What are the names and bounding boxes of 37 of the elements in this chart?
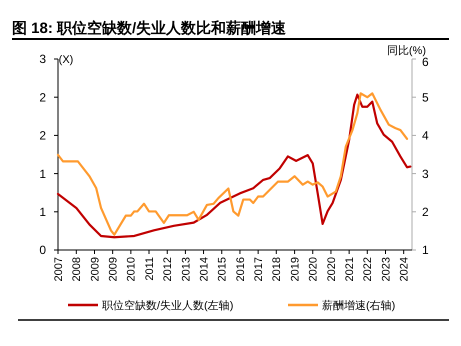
legend-label: 职位空缺数/失业人数(左轴) — [102, 298, 234, 312]
y-tick-label: 0 — [39, 243, 46, 258]
x-tick-label: 2018 — [271, 257, 284, 282]
x-tick-label: 2020 — [308, 257, 320, 282]
x-tick-label: 2019 — [289, 257, 302, 282]
y2-tick-label: 2 — [422, 205, 429, 219]
x-tick-label: 2012 — [162, 257, 174, 282]
x-tick-label: 2017 — [252, 257, 265, 282]
y-tick-label: 3 — [39, 52, 46, 66]
legend-label: 薪酬增速(右轴) — [322, 298, 396, 312]
y2-tick-label: 4 — [422, 128, 429, 143]
y2-tick-label: 3 — [422, 166, 429, 181]
x-tick-label: 2011 — [144, 257, 156, 281]
y-tick-label: 1 — [39, 166, 46, 181]
y2-tick-label: 1 — [422, 243, 429, 258]
y-tick-label: 1 — [39, 205, 46, 219]
x-tick-label: 2014 — [198, 257, 210, 282]
y2-axis-title: 同比(%) — [386, 44, 426, 57]
chart-title: 图 18: 职位空缺数/失业人数比和薪酬增速 — [12, 19, 288, 37]
x-tick-label: 2023 — [380, 257, 392, 282]
y2-tick-label: 6 — [422, 55, 429, 70]
x-tick-label: 2020 — [326, 257, 338, 282]
y-axis-title: (X) — [58, 54, 74, 66]
x-tick-label: 2007 — [52, 257, 65, 282]
x-tick-label: 2024 — [398, 257, 411, 282]
y-tick-label: 2 — [39, 90, 46, 104]
x-tick-label: 2010 — [126, 257, 138, 282]
y2-tick-label: 5 — [422, 90, 429, 104]
x-tick-label: 2009 — [89, 257, 102, 282]
x-tick-label: 2016 — [234, 257, 247, 282]
x-tick-label: 2008 — [71, 257, 84, 282]
y-tick-label: 2 — [39, 128, 46, 143]
x-tick-label: 2021 — [344, 257, 356, 282]
x-tick-label: 2009 — [108, 257, 120, 282]
x-tick-label: 2015 — [216, 257, 229, 282]
x-tick-label: 2013 — [180, 257, 192, 282]
x-tick-label: 2022 — [362, 257, 374, 282]
